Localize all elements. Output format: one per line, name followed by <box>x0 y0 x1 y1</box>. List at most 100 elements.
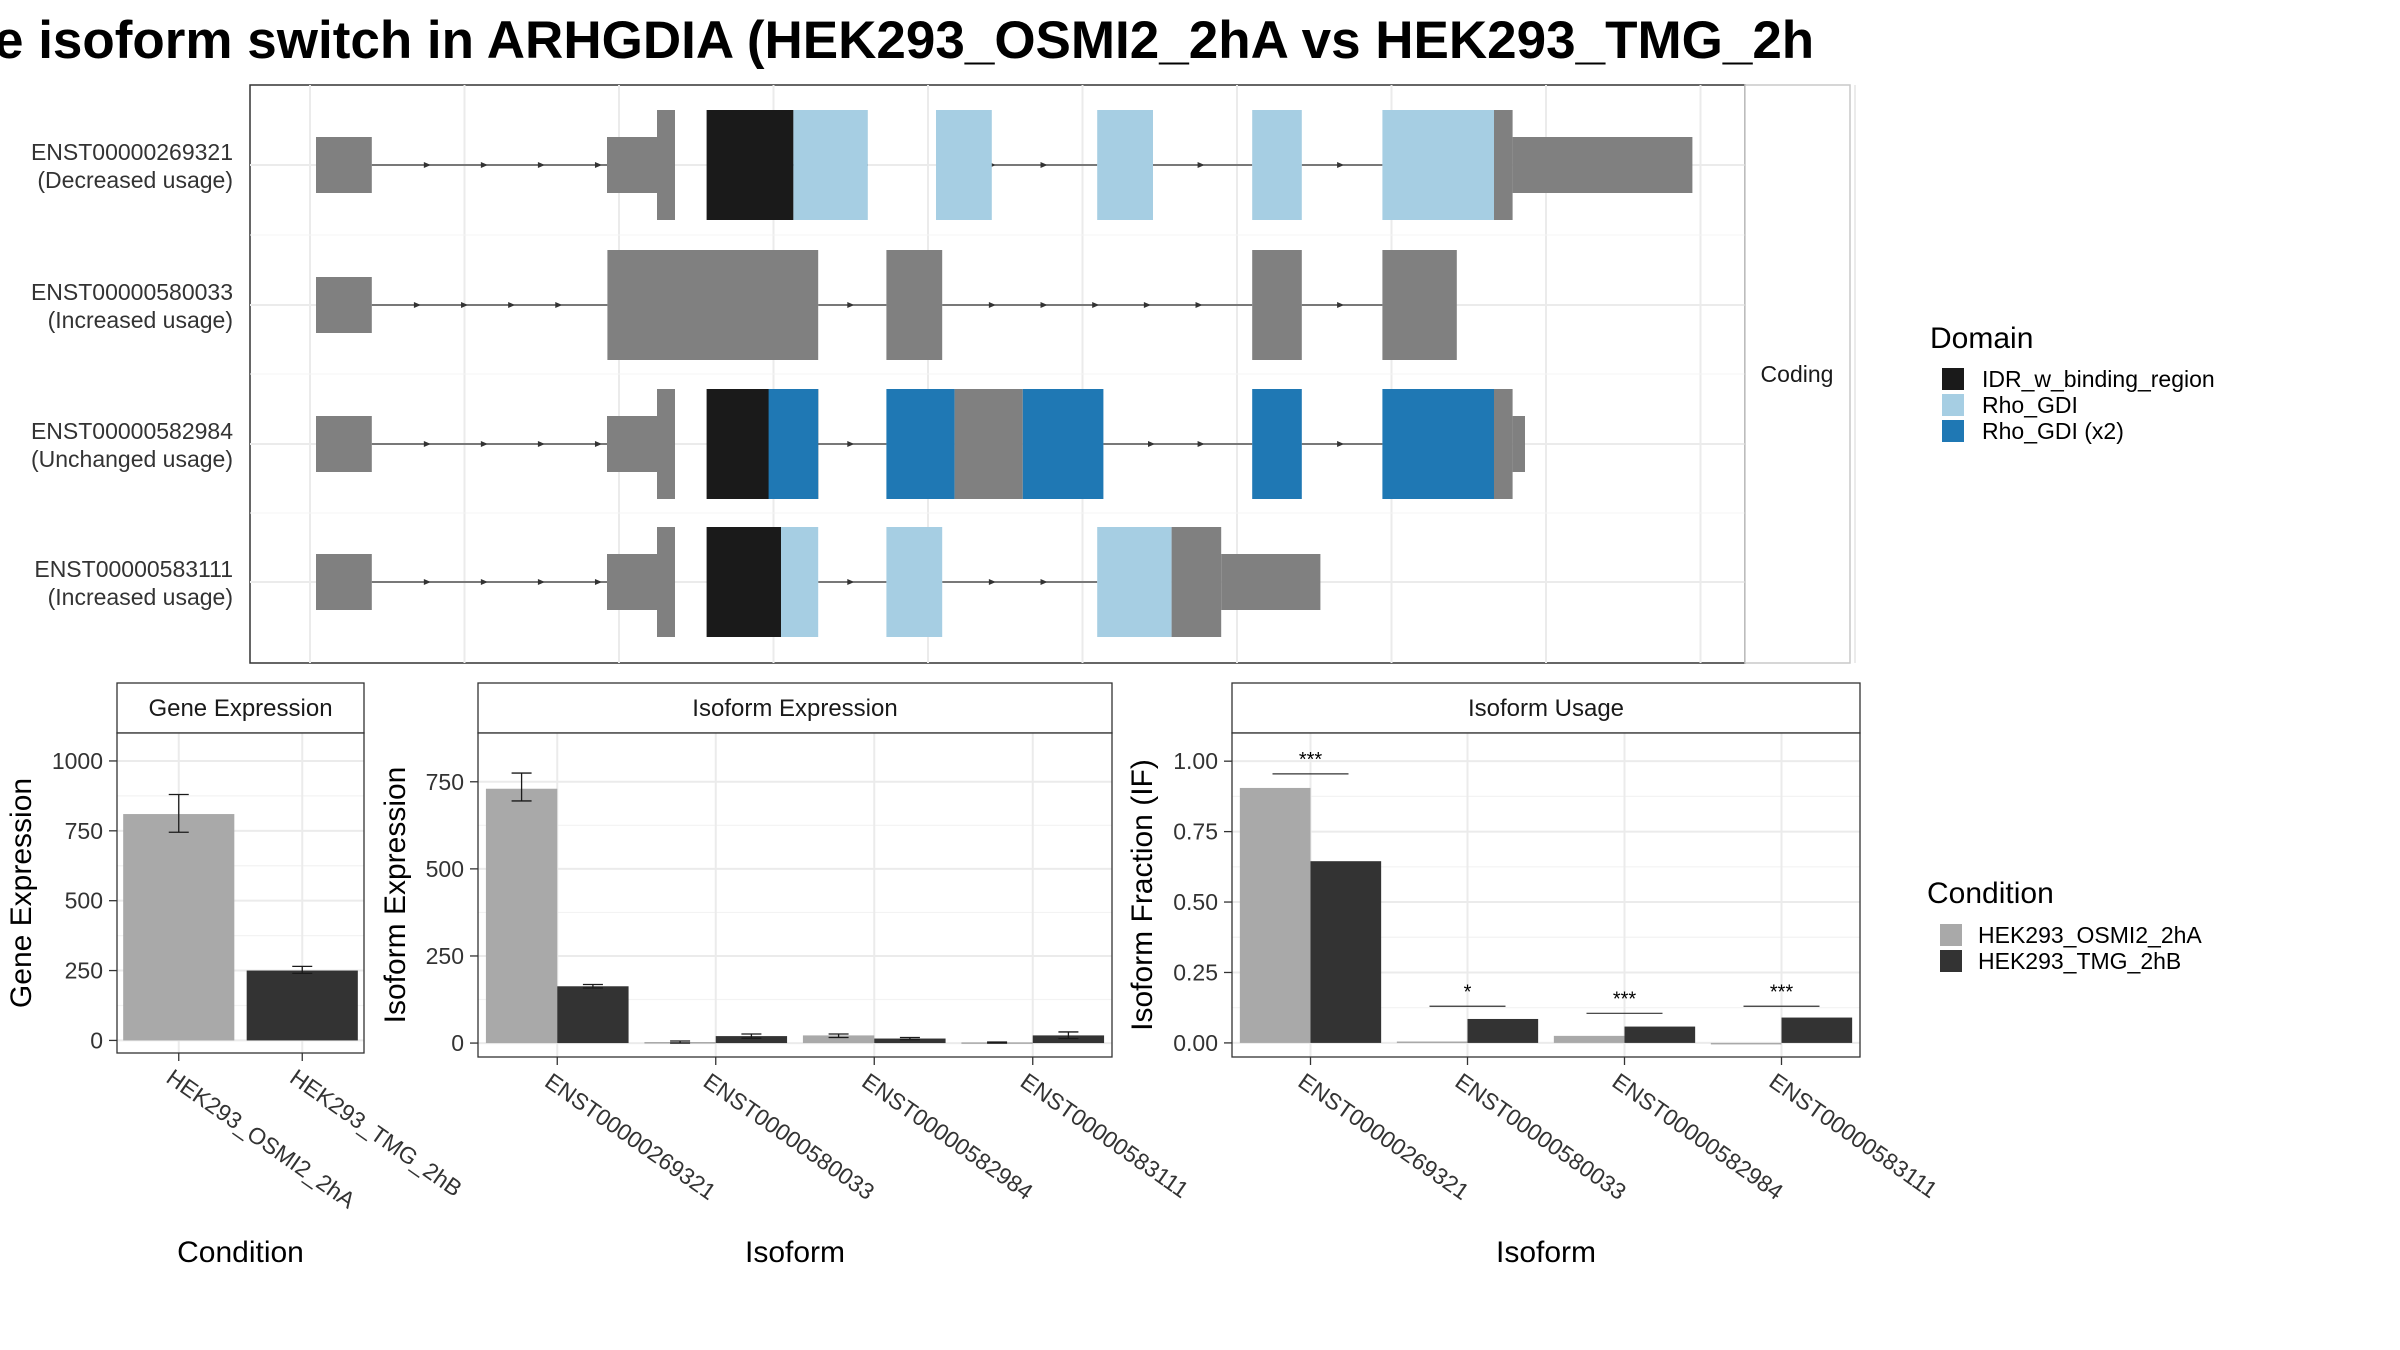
bar <box>1310 861 1382 1043</box>
x-tick-label: ENST00000580033 <box>699 1068 879 1205</box>
intron-arrow <box>1195 302 1203 308</box>
exon-utr <box>607 416 657 472</box>
chart-title: Isoform Expression <box>692 695 897 722</box>
intron-arrow <box>537 579 545 585</box>
y-tick-label: 0 <box>451 1030 464 1056</box>
plot-border <box>1231 732 1861 1058</box>
x-tick-label: ENST00000269321 <box>540 1068 720 1205</box>
y-tick-label: 250 <box>65 958 103 984</box>
x-tick-label: ENST00000580033 <box>1451 1068 1631 1205</box>
exon-domain <box>1382 110 1494 220</box>
exon-utr <box>1512 416 1525 472</box>
intron-arrow <box>988 579 996 585</box>
intron-arrow <box>423 162 431 168</box>
exon-utr <box>657 527 675 637</box>
intron-arrow <box>1040 302 1048 308</box>
intron-arrow <box>423 441 431 447</box>
intron-arrow <box>480 441 488 447</box>
y-tick-label: 500 <box>65 888 103 914</box>
exon-domain <box>1097 527 1172 637</box>
exon-utr <box>316 277 372 333</box>
exon-domain <box>886 527 943 637</box>
bar <box>485 788 558 1044</box>
condition-legend-title: Condition <box>1927 877 2054 910</box>
bar <box>1553 1035 1625 1043</box>
isoform-usage-label: (Increased usage) <box>48 584 233 610</box>
domain-legend-key <box>1942 368 1964 390</box>
exon-domain <box>793 110 868 220</box>
exon-utr <box>954 389 1023 499</box>
y-tick-label: 750 <box>426 769 464 795</box>
intron-arrow <box>1148 441 1155 447</box>
domain-legend-key <box>1942 394 1964 416</box>
intron-arrow <box>1197 441 1205 447</box>
exon-utr <box>1171 527 1222 637</box>
exon-utr <box>316 137 372 193</box>
exon-domain <box>1252 389 1302 499</box>
exon-domain <box>706 110 794 220</box>
condition-legend-label: HEK293_OSMI2_2hA <box>1978 922 2202 948</box>
y-tick-label: 1.00 <box>1173 748 1218 774</box>
isoform-id-label: ENST00000582984 <box>31 418 233 444</box>
intron-arrow <box>594 162 602 168</box>
bar <box>1624 1026 1696 1043</box>
y-axis-title: Isoform Expression <box>379 767 412 1024</box>
condition-legend-label: HEK293_TMG_2hB <box>1978 948 2181 974</box>
exon-domain <box>1022 389 1104 499</box>
figure-title: e isoform switch in ARHGDIA (HEK293_OSMI… <box>0 11 1814 70</box>
bar <box>1781 1017 1853 1043</box>
isoform-id-label: ENST00000583111 <box>34 556 233 582</box>
intron-arrow <box>508 302 516 308</box>
exon-utr <box>607 554 657 610</box>
intron-arrow <box>537 441 545 447</box>
intron-arrow <box>988 302 996 308</box>
exon-utr <box>1252 250 1302 360</box>
facet-label: Coding <box>1761 361 1834 387</box>
y-axis-title: Gene Expression <box>5 778 38 1008</box>
x-tick-label: ENST00000583111 <box>1765 1068 1943 1203</box>
significance-label: *** <box>1299 749 1323 771</box>
bar <box>874 1038 946 1044</box>
domain-legend-key <box>1942 420 1964 442</box>
intron-arrow <box>1143 302 1151 308</box>
bar <box>1239 787 1311 1043</box>
intron-arrow <box>480 162 488 168</box>
domain-legend: Domain IDR_w_binding_regionRho_GDIRho_GDI… <box>1930 322 2215 444</box>
chart-title: Gene Expression <box>148 695 332 722</box>
exon-utr <box>1221 554 1321 610</box>
x-axis-title: Condition <box>177 1236 304 1269</box>
plot-border <box>116 732 365 1054</box>
x-axis-title: Isoform <box>1496 1236 1596 1269</box>
exon-utr <box>316 554 372 610</box>
domain-legend-label: Rho_GDI (x2) <box>1982 418 2124 444</box>
bar <box>715 1036 788 1044</box>
isoform-track: ENST00000269321(Decreased usage) <box>31 110 1693 220</box>
exon-domain <box>1097 110 1153 220</box>
intron-arrow <box>1092 302 1100 308</box>
isoform-id-label: ENST00000269321 <box>31 139 233 165</box>
bar <box>1710 1042 1782 1045</box>
intron-arrow <box>413 302 421 308</box>
isoform-usage-label: (Unchanged usage) <box>31 446 233 472</box>
exon-utr <box>657 110 675 220</box>
exon-utr <box>607 250 819 360</box>
intron-arrow <box>847 441 855 447</box>
intron-arrow <box>461 302 469 308</box>
intron-arrow <box>423 579 431 585</box>
facet-strip <box>116 682 365 734</box>
significance-label: *** <box>1613 988 1637 1010</box>
facet-strip <box>1744 84 1851 664</box>
intron-arrow <box>594 441 602 447</box>
exon-utr <box>1382 250 1457 360</box>
x-tick-label: ENST00000583111 <box>1016 1068 1194 1203</box>
bar <box>123 814 235 1041</box>
isoform-track: ENST00000583111(Increased usage) <box>34 527 1321 637</box>
exon-domain <box>768 389 819 499</box>
condition-legend-key <box>1940 924 1962 946</box>
intron-arrow <box>1040 162 1048 168</box>
intron-arrow <box>480 579 488 585</box>
intron-arrow <box>537 162 545 168</box>
gene-expression-chart: Gene Expression02505007501000HEK293_OSMI… <box>5 682 467 1269</box>
